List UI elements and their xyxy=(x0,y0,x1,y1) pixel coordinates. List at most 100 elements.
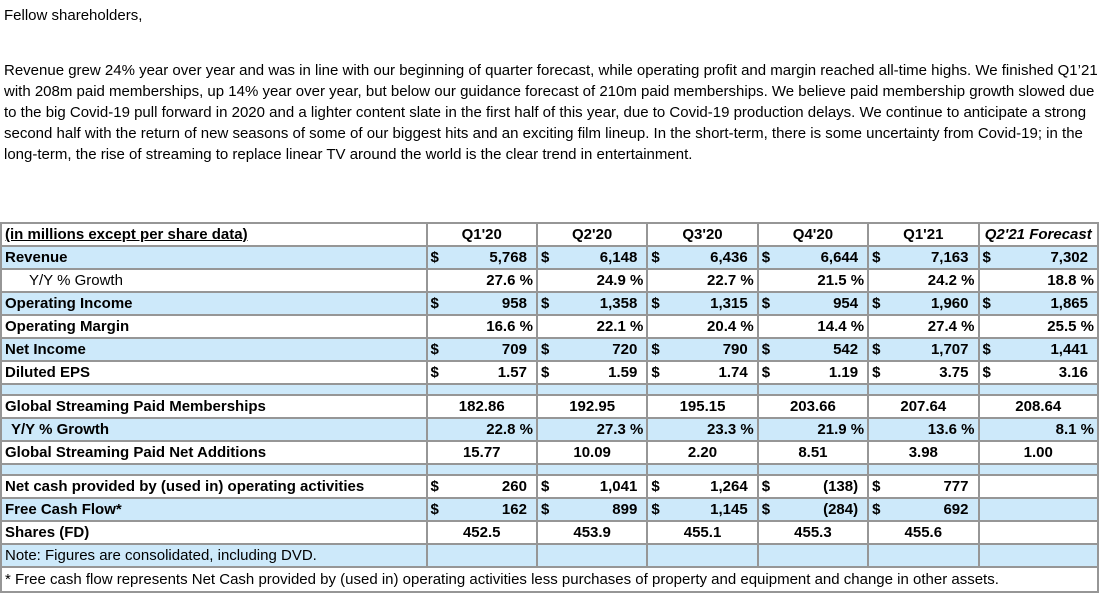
cell: $ (284) xyxy=(756,497,870,522)
currency-symbol: $ xyxy=(761,364,771,381)
cell: $709 xyxy=(425,337,538,362)
currency-symbol: $ xyxy=(872,341,881,358)
currency-symbol: $ xyxy=(430,249,439,266)
cell: $1,960 xyxy=(867,291,980,316)
cell-value: 720 xyxy=(612,341,638,358)
currency-symbol: $ xyxy=(540,364,550,381)
cell: $3.16 xyxy=(977,360,1099,385)
cell: $1,707 xyxy=(867,337,980,362)
currency-symbol: $ xyxy=(761,501,771,518)
cell: 27.6 % xyxy=(425,268,538,293)
cell: 22.7 % xyxy=(646,268,759,293)
row-operating-income: Operating Income $958 $1,358 $1,315 $954… xyxy=(0,291,1099,316)
currency-symbol: $ xyxy=(540,295,550,312)
cell: 453.9 xyxy=(535,520,649,545)
cell-value: 954 xyxy=(833,295,859,312)
row-label-operating-margin: Operating Margin xyxy=(0,314,428,339)
currency-symbol: $ xyxy=(872,501,881,518)
currency-symbol: $ xyxy=(651,295,660,312)
currency-symbol: $ xyxy=(430,478,439,495)
cell: 21.5 % xyxy=(756,268,870,293)
cell-empty xyxy=(535,543,649,568)
cell-value: 1,145 xyxy=(710,501,748,518)
cell: $720 xyxy=(535,337,649,362)
cell-value: 777 xyxy=(943,478,969,495)
spacer-row xyxy=(0,383,1099,396)
cell-value: 1.59 xyxy=(608,364,638,381)
currency-symbol: $ xyxy=(651,364,660,381)
currency-symbol: $ xyxy=(430,341,439,358)
cell-value: 1.57 xyxy=(497,364,527,381)
row-diluted-eps: Diluted EPS $1.57 $1.59 $1.74 $1.19 $3.7… xyxy=(0,360,1099,385)
cell: 452.5 xyxy=(425,520,538,545)
cell-value: 1,315 xyxy=(710,295,748,312)
spacer-cell xyxy=(425,463,538,476)
currency-symbol: $ xyxy=(982,249,991,266)
cell-value: 260 xyxy=(501,478,527,495)
cell: $1,315 xyxy=(646,291,759,316)
spacer-cell xyxy=(535,383,649,396)
cell: 455.3 xyxy=(756,520,870,545)
currency-symbol: $ xyxy=(872,478,881,495)
cell-value: 3.16 xyxy=(1058,364,1088,381)
row-net-income: Net Income $709 $720 $790 $542 $1,707 $1… xyxy=(0,337,1099,362)
column-header-q2-20: Q2'20 xyxy=(535,222,649,247)
cell: 10.09 xyxy=(535,440,649,465)
cell: $1.57 xyxy=(425,360,538,385)
cell: 24.2 % xyxy=(867,268,980,293)
cell: 3.98 xyxy=(867,440,980,465)
cell-value: 1,041 xyxy=(599,478,638,495)
cell: $692 xyxy=(867,497,980,522)
currency-symbol: $ xyxy=(872,249,881,266)
cell-empty xyxy=(756,543,870,568)
currency-symbol: $ xyxy=(540,249,550,266)
cell-empty xyxy=(977,520,1099,545)
cell: 195.15 xyxy=(646,394,759,419)
row-note: Note: Figures are consolidated, includin… xyxy=(0,543,1099,568)
cell: $162 xyxy=(425,497,538,522)
cell: 208.64 xyxy=(977,394,1099,419)
cell: 207.64 xyxy=(867,394,980,419)
row-label-net-additions: Global Streaming Paid Net Additions xyxy=(0,440,428,465)
currency-symbol: $ xyxy=(651,478,660,495)
spacer-cell xyxy=(756,463,870,476)
cell-value: 1.19 xyxy=(828,364,859,381)
cell-empty xyxy=(425,543,538,568)
currency-symbol: $ xyxy=(651,501,660,518)
cell: $1.74 xyxy=(646,360,759,385)
row-label-free-cash-flow: Free Cash Flow* xyxy=(0,497,428,522)
cell: $6,436 xyxy=(646,245,759,270)
cell-value: 6,436 xyxy=(710,249,748,266)
row-label-revenue: Revenue xyxy=(0,245,428,270)
cell: $1,264 xyxy=(646,474,759,499)
spacer-cell xyxy=(756,383,870,396)
currency-symbol: $ xyxy=(540,478,550,495)
cell-empty xyxy=(977,543,1099,568)
column-header-q1-21: Q1'21 xyxy=(867,222,980,247)
cell: 22.8 % xyxy=(425,417,538,442)
cell-value: 6,148 xyxy=(599,249,638,266)
cell: $777 xyxy=(867,474,980,499)
cell: $954 xyxy=(756,291,870,316)
row-free-cash-flow: Free Cash Flow* $162 $899 $1,145 $ (284) … xyxy=(0,497,1099,522)
cell: 21.9 % xyxy=(756,417,870,442)
row-shares-fd: Shares (FD) 452.5 453.9 455.1 455.3 455.… xyxy=(0,520,1099,545)
cell-value: 1,441 xyxy=(1050,341,1088,358)
column-header-q2-21-forecast: Q2'21 Forecast xyxy=(977,222,1099,247)
cell: 203.66 xyxy=(756,394,870,419)
cell: $1,865 xyxy=(977,291,1099,316)
cell: $1.19 xyxy=(756,360,870,385)
spacer-row xyxy=(0,463,1099,476)
currency-symbol: $ xyxy=(761,249,771,266)
spacer-cell xyxy=(977,383,1099,396)
cell-value: (138) xyxy=(823,478,859,495)
row-label-operating-income: Operating Income xyxy=(0,291,428,316)
cell: 23.3 % xyxy=(646,417,759,442)
cell-value: 692 xyxy=(943,501,969,518)
currency-symbol: $ xyxy=(872,364,881,381)
cell: 13.6 % xyxy=(867,417,980,442)
spacer-cell xyxy=(0,383,428,396)
cell: $1,041 xyxy=(535,474,649,499)
currency-symbol: $ xyxy=(430,501,439,518)
cell-value: 7,302 xyxy=(1050,249,1088,266)
